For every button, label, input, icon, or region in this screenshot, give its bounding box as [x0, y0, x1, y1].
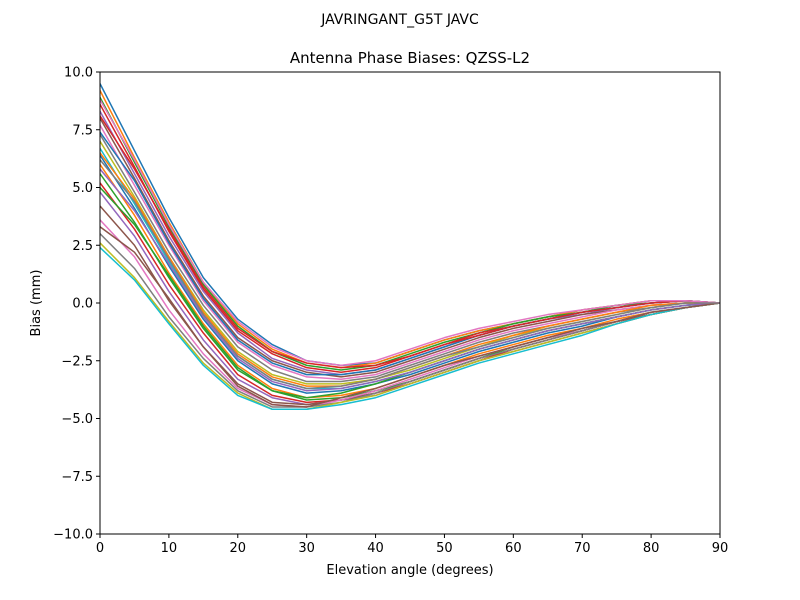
- y-tick-label: 5.0: [72, 181, 93, 196]
- y-tick-label: 2.5: [72, 239, 93, 254]
- y-axis: −10.0 −7.5 −5.0 −2.5 0.0 2.5 5.0 7.5 10.0: [53, 66, 100, 543]
- x-tick-label: 50: [436, 541, 453, 556]
- y-axis-label: Bias (mm): [29, 270, 44, 337]
- y-tick-label: 7.5: [72, 123, 93, 138]
- y-tick-label: 0.0: [72, 297, 93, 312]
- x-axis: 0 10 20 30 40 50 60 70 80 90: [96, 534, 728, 556]
- x-tick-label: 10: [161, 541, 178, 556]
- series-line-26: [100, 226, 720, 408]
- series-line-28: [100, 159, 720, 390]
- x-tick-label: 30: [298, 541, 315, 556]
- x-axis-label: Elevation angle (degrees): [326, 563, 493, 578]
- y-tick-label: 10.0: [64, 66, 93, 81]
- series-line-20: [100, 247, 720, 411]
- y-tick-label: −7.5: [61, 470, 93, 485]
- series-line-27: [100, 99, 720, 367]
- series-line-24: [100, 115, 720, 369]
- chart-suptitle: JAVRINGANT_G5T JAVC: [320, 12, 479, 28]
- y-tick-label: −2.5: [61, 354, 93, 369]
- x-tick-label: 40: [367, 541, 384, 556]
- y-tick-label: −10.0: [53, 528, 93, 543]
- x-tick-label: 0: [96, 541, 104, 556]
- series-line-7: [100, 124, 720, 380]
- x-tick-label: 20: [230, 541, 247, 556]
- x-tick-label: 80: [643, 541, 660, 556]
- chart-title: Antenna Phase Biases: QZSS-L2: [290, 49, 530, 67]
- x-tick-label: 60: [505, 541, 522, 556]
- series-line-25: [100, 168, 720, 392]
- x-tick-label: 70: [574, 541, 591, 556]
- x-tick-label: 90: [712, 541, 729, 556]
- series-layer: [100, 83, 720, 411]
- y-tick-label: −5.0: [61, 412, 93, 427]
